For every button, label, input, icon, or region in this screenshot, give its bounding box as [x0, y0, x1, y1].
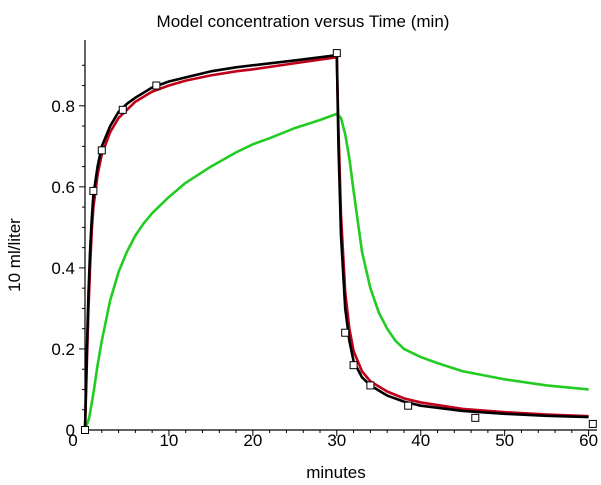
x-tick-label: 0 [68, 431, 77, 450]
x-tick-label: 40 [411, 431, 430, 450]
series-lines [83, 53, 589, 431]
y-axis-label: 10 ml/liter [5, 218, 24, 292]
data-point [404, 401, 413, 410]
y-tick-label: 0.6 [51, 178, 75, 197]
axes [84, 40, 597, 431]
series-line-black [83, 53, 589, 431]
data-point [588, 419, 597, 428]
data-point [366, 381, 375, 390]
x-tick-label: 10 [159, 431, 178, 450]
chart-title: Model concentration versus Time (min) [157, 12, 450, 31]
ticks: 0 10 20 30 40 50 60 0 0.2 0.4 0.6 0.8 [51, 64, 598, 450]
x-tick-label: 30 [327, 431, 346, 450]
data-point [97, 146, 106, 155]
data-point [471, 413, 480, 422]
x-tick-label: 60 [579, 431, 598, 450]
y-tick-label: 0.4 [51, 259, 75, 278]
x-tick-label: 20 [243, 431, 262, 450]
series-line-green [83, 112, 589, 431]
data-point [89, 186, 98, 195]
y-tick-label: 0.8 [51, 97, 75, 116]
series-markers [81, 49, 597, 434]
data-point [118, 105, 127, 114]
data-point [341, 328, 350, 337]
data-point [332, 49, 341, 58]
y-tick-label: 0 [66, 421, 75, 440]
data-point [81, 426, 89, 434]
data-point [349, 361, 358, 370]
data-point [152, 81, 161, 90]
y-tick-label: 0.2 [51, 340, 75, 359]
x-tick-label: 50 [495, 431, 514, 450]
x-axis-label: minutes [306, 463, 366, 482]
